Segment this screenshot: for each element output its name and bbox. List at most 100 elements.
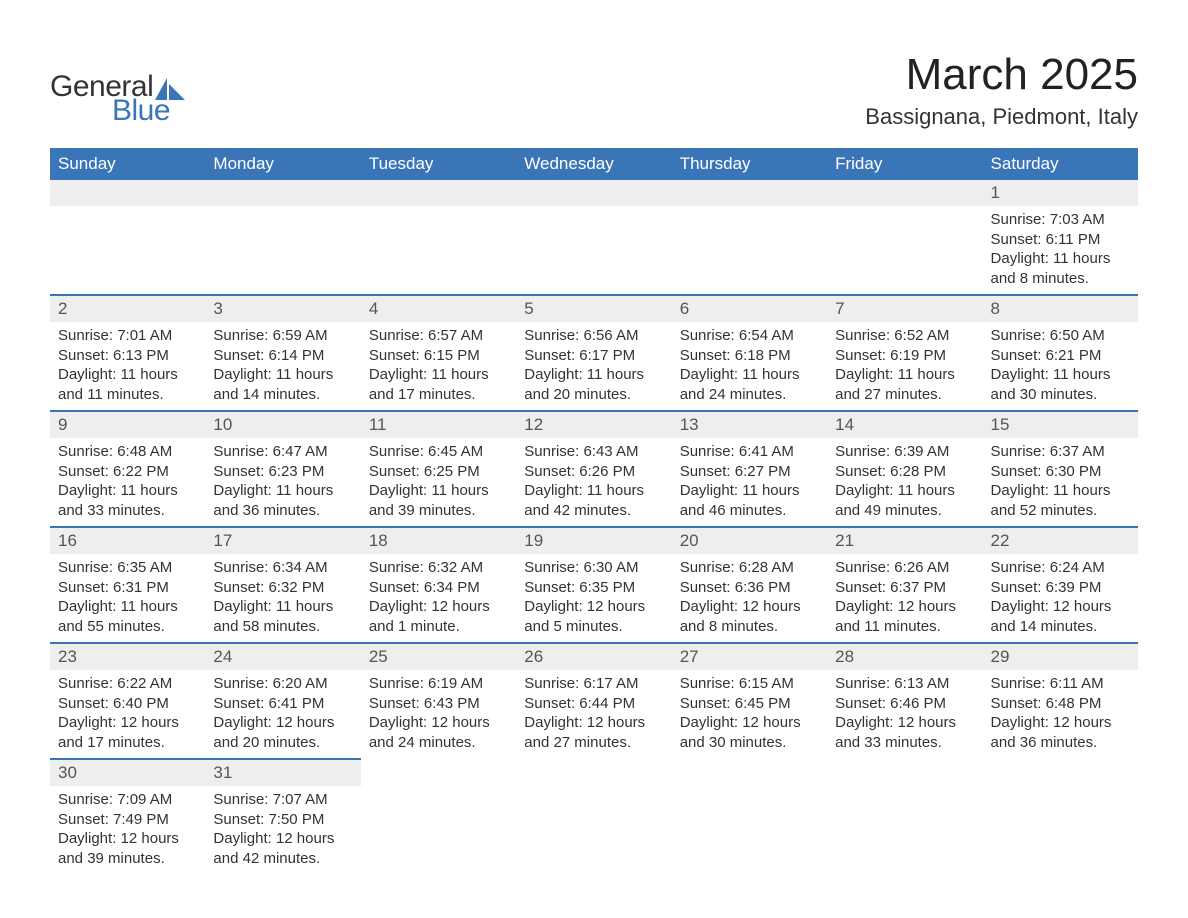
day-number: 19 [516,528,671,554]
daylight-text: Daylight: 12 hours and 39 minutes. [58,829,197,868]
sunset-text: Sunset: 6:25 PM [369,462,508,482]
day-number: 6 [672,296,827,322]
day-number: 28 [827,644,982,670]
sunrise-text: Sunrise: 6:13 AM [835,674,974,694]
calendar-cell: 26Sunrise: 6:17 AMSunset: 6:44 PMDayligh… [516,643,671,759]
day-number: 21 [827,528,982,554]
calendar-row: 9Sunrise: 6:48 AMSunset: 6:22 PMDaylight… [50,411,1138,527]
calendar-cell: 4Sunrise: 6:57 AMSunset: 6:15 PMDaylight… [361,295,516,411]
sunset-text: Sunset: 6:19 PM [835,346,974,366]
day-number [361,759,516,785]
day-body: Sunrise: 7:09 AMSunset: 7:49 PMDaylight:… [50,786,205,874]
daylight-text: Daylight: 11 hours and 33 minutes. [58,481,197,520]
calendar-cell: 20Sunrise: 6:28 AMSunset: 6:36 PMDayligh… [672,527,827,643]
daylight-text: Daylight: 12 hours and 33 minutes. [835,713,974,752]
sunset-text: Sunset: 6:40 PM [58,694,197,714]
daylight-text: Daylight: 12 hours and 36 minutes. [991,713,1130,752]
calendar-cell: 8Sunrise: 6:50 AMSunset: 6:21 PMDaylight… [983,295,1138,411]
daylight-text: Daylight: 12 hours and 14 minutes. [991,597,1130,636]
calendar-cell [50,180,205,295]
calendar-table: Sunday Monday Tuesday Wednesday Thursday… [50,148,1138,874]
day-body: Sunrise: 7:01 AMSunset: 6:13 PMDaylight:… [50,322,205,410]
sunset-text: Sunset: 6:44 PM [524,694,663,714]
calendar-cell [672,759,827,874]
day-number: 5 [516,296,671,322]
day-body: Sunrise: 6:32 AMSunset: 6:34 PMDaylight:… [361,554,516,642]
calendar-cell: 12Sunrise: 6:43 AMSunset: 6:26 PMDayligh… [516,411,671,527]
day-number: 9 [50,412,205,438]
day-number: 27 [672,644,827,670]
location: Bassignana, Piedmont, Italy [865,104,1138,130]
sunrise-text: Sunrise: 6:28 AM [680,558,819,578]
day-number: 26 [516,644,671,670]
calendar-row: 30Sunrise: 7:09 AMSunset: 7:49 PMDayligh… [50,759,1138,874]
day-body: Sunrise: 6:59 AMSunset: 6:14 PMDaylight:… [205,322,360,410]
sunrise-text: Sunrise: 7:03 AM [991,210,1130,230]
calendar-cell: 21Sunrise: 6:26 AMSunset: 6:37 PMDayligh… [827,527,982,643]
daylight-text: Daylight: 11 hours and 14 minutes. [213,365,352,404]
day-number: 15 [983,412,1138,438]
sunrise-text: Sunrise: 7:09 AM [58,790,197,810]
day-body: Sunrise: 6:24 AMSunset: 6:39 PMDaylight:… [983,554,1138,642]
calendar-cell: 29Sunrise: 6:11 AMSunset: 6:48 PMDayligh… [983,643,1138,759]
sunset-text: Sunset: 6:22 PM [58,462,197,482]
sunset-text: Sunset: 6:46 PM [835,694,974,714]
sunrise-text: Sunrise: 6:19 AM [369,674,508,694]
day-body: Sunrise: 6:11 AMSunset: 6:48 PMDaylight:… [983,670,1138,758]
day-body: Sunrise: 6:19 AMSunset: 6:43 PMDaylight:… [361,670,516,758]
sunset-text: Sunset: 6:43 PM [369,694,508,714]
day-body: Sunrise: 6:57 AMSunset: 6:15 PMDaylight:… [361,322,516,410]
day-number: 12 [516,412,671,438]
day-number: 20 [672,528,827,554]
day-body: Sunrise: 6:22 AMSunset: 6:40 PMDaylight:… [50,670,205,758]
weekday-header: Saturday [983,148,1138,180]
sunrise-text: Sunrise: 6:54 AM [680,326,819,346]
weekday-row: Sunday Monday Tuesday Wednesday Thursday… [50,148,1138,180]
day-body [672,785,827,795]
sunset-text: Sunset: 7:50 PM [213,810,352,830]
day-body: Sunrise: 6:43 AMSunset: 6:26 PMDaylight:… [516,438,671,526]
day-body [516,206,671,288]
day-body: Sunrise: 6:50 AMSunset: 6:21 PMDaylight:… [983,322,1138,410]
calendar-cell: 17Sunrise: 6:34 AMSunset: 6:32 PMDayligh… [205,527,360,643]
sunrise-text: Sunrise: 6:57 AM [369,326,508,346]
calendar-cell: 30Sunrise: 7:09 AMSunset: 7:49 PMDayligh… [50,759,205,874]
day-number: 29 [983,644,1138,670]
sunrise-text: Sunrise: 6:39 AM [835,442,974,462]
day-body: Sunrise: 6:35 AMSunset: 6:31 PMDaylight:… [50,554,205,642]
calendar-cell [361,759,516,874]
day-body: Sunrise: 6:37 AMSunset: 6:30 PMDaylight:… [983,438,1138,526]
daylight-text: Daylight: 11 hours and 52 minutes. [991,481,1130,520]
sunrise-text: Sunrise: 6:41 AM [680,442,819,462]
calendar-cell: 28Sunrise: 6:13 AMSunset: 6:46 PMDayligh… [827,643,982,759]
sunset-text: Sunset: 6:35 PM [524,578,663,598]
sunset-text: Sunset: 6:26 PM [524,462,663,482]
sunset-text: Sunset: 6:15 PM [369,346,508,366]
day-body [516,785,671,795]
sunrise-text: Sunrise: 6:26 AM [835,558,974,578]
day-body [672,206,827,288]
daylight-text: Daylight: 11 hours and 8 minutes. [991,249,1130,288]
daylight-text: Daylight: 11 hours and 30 minutes. [991,365,1130,404]
daylight-text: Daylight: 11 hours and 27 minutes. [835,365,974,404]
day-number: 1 [983,180,1138,206]
day-number [672,759,827,785]
daylight-text: Daylight: 11 hours and 11 minutes. [58,365,197,404]
weekday-header: Friday [827,148,982,180]
daylight-text: Daylight: 11 hours and 55 minutes. [58,597,197,636]
sunrise-text: Sunrise: 6:17 AM [524,674,663,694]
day-body: Sunrise: 6:34 AMSunset: 6:32 PMDaylight:… [205,554,360,642]
calendar-cell: 15Sunrise: 6:37 AMSunset: 6:30 PMDayligh… [983,411,1138,527]
sunrise-text: Sunrise: 6:11 AM [991,674,1130,694]
day-number [50,180,205,206]
calendar-cell: 25Sunrise: 6:19 AMSunset: 6:43 PMDayligh… [361,643,516,759]
day-body: Sunrise: 6:13 AMSunset: 6:46 PMDaylight:… [827,670,982,758]
daylight-text: Daylight: 12 hours and 24 minutes. [369,713,508,752]
sunrise-text: Sunrise: 6:59 AM [213,326,352,346]
daylight-text: Daylight: 12 hours and 20 minutes. [213,713,352,752]
day-number [983,759,1138,785]
sunrise-text: Sunrise: 6:24 AM [991,558,1130,578]
sunset-text: Sunset: 6:18 PM [680,346,819,366]
calendar-cell [361,180,516,295]
weekday-header: Tuesday [361,148,516,180]
